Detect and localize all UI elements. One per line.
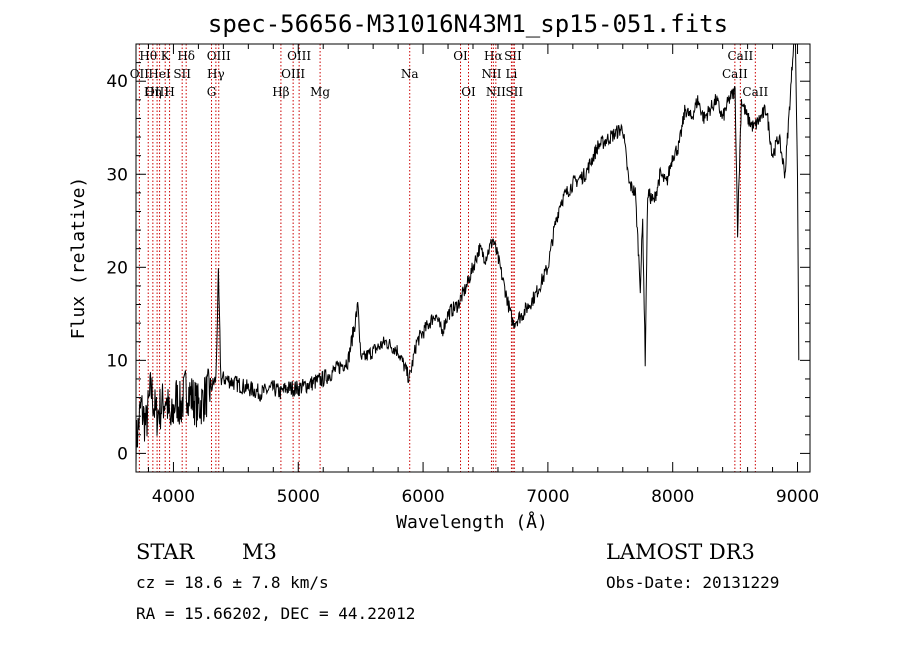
survey-name: LAMOST DR3 — [606, 540, 755, 564]
x-tick-label: 9000 — [776, 487, 819, 507]
emission-line-label: SII — [173, 67, 191, 81]
coordinates-ra-dec: RA = 15.66202, DEC = 44.22012 — [136, 604, 415, 623]
emission-line-label: Li — [506, 67, 518, 81]
y-tick-label: 20 — [106, 258, 128, 278]
emission-line-label: NII — [486, 85, 506, 99]
emission-line-label: NII — [481, 67, 501, 81]
object-class: STAR — [136, 540, 195, 564]
emission-line-label: OI — [461, 85, 476, 99]
emission-line-label: Hβ — [272, 85, 289, 99]
emission-line-label: H — [164, 85, 174, 99]
y-tick-label: 40 — [106, 72, 128, 92]
observation-date: Obs-Date: 20131229 — [606, 573, 779, 592]
emission-line-label: Hη — [144, 85, 162, 99]
x-tick-label: 4000 — [152, 487, 195, 507]
emission-line-label: SII — [505, 85, 523, 99]
emission-line-label: CaII — [727, 49, 753, 63]
emission-line-label: OIII — [207, 49, 231, 63]
x-tick-label: 5000 — [277, 487, 320, 507]
x-tick-label: 6000 — [401, 487, 444, 507]
x-tick-label: 7000 — [526, 487, 569, 507]
x-tick-label: 8000 — [651, 487, 694, 507]
chart-title: spec-56656-M31016N43M1_sp15-051.fits — [208, 10, 728, 38]
emission-line-label: K — [161, 49, 171, 63]
emission-line-label: Mg — [310, 85, 330, 99]
emission-line-label: OII — [130, 67, 150, 81]
emission-line-label: HeI — [148, 67, 171, 81]
emission-line-label: SII — [504, 49, 522, 63]
spectrum-line — [135, 43, 800, 469]
axis-ticks: 4000 5000 6000 7000 8000 9000 0 10 20 30 40 — [106, 43, 819, 507]
emission-line-label: OI — [453, 49, 468, 63]
emission-line-label: Na — [401, 67, 419, 81]
emission-line-label: Hθ — [139, 49, 157, 63]
y-tick-label: 10 — [106, 351, 128, 371]
emission-line-markers: Hθ OII OIII K HeI Hη SII H Hδ OIII Hγ G OIII OIII Hβ Mg… — [130, 44, 768, 472]
object-subclass: M3 — [242, 540, 277, 564]
emission-line-label: Hδ — [177, 49, 195, 63]
spectrum-series — [135, 43, 800, 469]
emission-line-label: CaII — [722, 67, 748, 81]
emission-line-label: OIII — [281, 67, 305, 81]
emission-line-label: CaII — [742, 85, 768, 99]
emission-line-label: OIII — [287, 49, 311, 63]
y-tick-label: 0 — [117, 444, 128, 464]
emission-line-label: G — [207, 85, 217, 99]
emission-line-label: OIII — [145, 85, 169, 99]
emission-line-label: Hγ — [207, 67, 225, 81]
y-axis-label: Flux (relative) — [68, 177, 89, 340]
redshift-cz: cz = 18.6 ± 7.8 km/s — [136, 573, 329, 592]
y-tick-label: 30 — [106, 165, 128, 185]
emission-line-label: Hα — [484, 49, 503, 63]
x-axis-label: Wavelength (Å) — [396, 511, 548, 533]
